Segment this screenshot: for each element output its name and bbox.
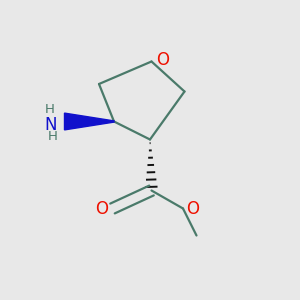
Text: O: O <box>156 51 169 69</box>
Text: H: H <box>48 130 57 143</box>
Polygon shape <box>64 113 114 130</box>
Text: N: N <box>45 116 57 134</box>
Text: O: O <box>187 200 200 217</box>
Text: O: O <box>95 200 108 217</box>
Text: H: H <box>45 103 54 116</box>
